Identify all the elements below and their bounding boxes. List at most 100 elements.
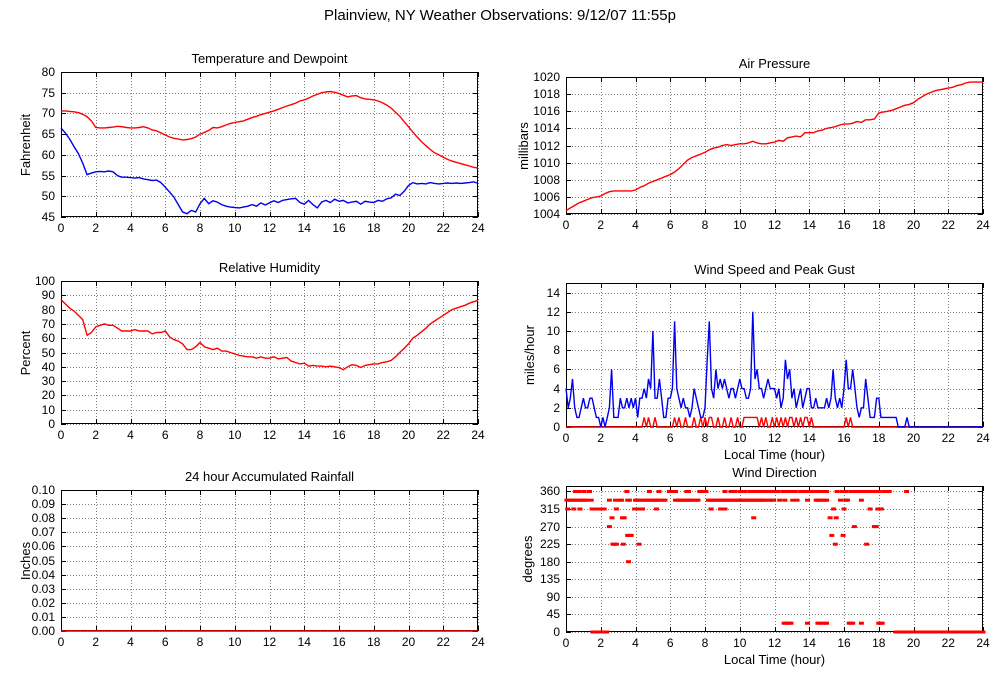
y-tick-label: 10 [546, 324, 560, 338]
wind-direction-point [879, 621, 885, 625]
x-tick-label: 8 [196, 221, 204, 235]
wind-direction-point [802, 490, 808, 493]
relative-humidity-title: Relative Humidity [218, 260, 321, 275]
wind-direction-point [782, 490, 788, 493]
x-tick-label: 6 [161, 635, 169, 649]
x-tick-label: 12 [262, 428, 277, 442]
x-tick-label: 12 [262, 221, 277, 235]
y-tick-label: 1014 [533, 121, 560, 136]
wind-direction-point [813, 490, 819, 493]
x-tick-label: 4 [632, 431, 639, 445]
y-tick-label: 30 [41, 374, 55, 389]
x-tick-label: 10 [733, 218, 747, 232]
y-tick-label: 12 [546, 304, 560, 319]
wind-direction-point [873, 525, 879, 529]
wind-direction-point [858, 621, 864, 625]
wind-direction-point [732, 490, 737, 493]
wind-direction-point [785, 490, 790, 493]
wind-direction-point [878, 507, 884, 511]
wind-direction-point [624, 490, 630, 493]
x-tick-label: 16 [837, 431, 851, 445]
wind-direction-point [584, 498, 590, 502]
y-tick-label: 1012 [533, 138, 560, 153]
x-tick-label: 16 [837, 636, 851, 650]
y-tick-label: 45 [546, 607, 560, 622]
x-tick-label: 0 [562, 636, 570, 650]
y-tick-label: 60 [41, 331, 55, 346]
y-tick-label: 80 [41, 65, 55, 79]
y-tick-label: 65 [41, 127, 55, 142]
y-tick-label: 50 [41, 189, 55, 204]
air-pressure-title: Air Pressure [738, 56, 811, 71]
wind-speed-gust-plot [565, 283, 984, 428]
wind-direction-point [858, 498, 864, 502]
x-tick-label: 2 [597, 218, 605, 232]
x-tick-label: 14 [297, 635, 311, 649]
wind-direction-point [657, 498, 663, 502]
x-tick-label: 2 [92, 428, 100, 442]
y-tick-label: 135 [539, 572, 560, 587]
wind-direction-point [817, 490, 823, 493]
wind-direction-point [851, 490, 857, 493]
x-tick-label: 22 [941, 218, 955, 232]
x-tick-label: 6 [666, 636, 674, 650]
y-tick-label: 40 [41, 359, 55, 374]
x-tick-label: 8 [701, 636, 709, 650]
y-tick-label: 45 [41, 210, 55, 224]
x-tick-label: 18 [872, 431, 886, 445]
wind-direction-point [775, 490, 781, 493]
x-tick-label: 24 [976, 431, 990, 445]
x-tick-label: 18 [367, 221, 381, 235]
wind-direction-point [904, 490, 910, 493]
wind-direction-point [690, 498, 696, 502]
wind-direction-point [587, 490, 592, 493]
wind-direction-point [673, 490, 678, 493]
wind-direction-point [575, 498, 581, 502]
y-tick-label: 70 [41, 316, 55, 331]
wind-direction-point [808, 490, 814, 493]
wind-direction-point [788, 621, 794, 625]
wind-direction-point [577, 507, 583, 511]
y-tick-label: 50 [41, 345, 55, 360]
wind-direction-point [843, 490, 849, 493]
wind-direction-point [864, 542, 870, 546]
y-tick-label: 270 [539, 519, 560, 534]
wind-direction-point [832, 542, 838, 546]
wind-direction-point [817, 498, 823, 502]
accumulated-rainfall-plot [61, 490, 479, 632]
wind-direction-point [594, 507, 600, 511]
wind-direction-point [751, 516, 757, 520]
wind-direction-point [699, 490, 704, 493]
x-tick-label: 20 [906, 218, 921, 232]
y-tick-label: 0 [553, 625, 560, 639]
wind-direction-point [881, 490, 887, 493]
wind-direction-point [604, 630, 610, 634]
wind-direction-point [653, 507, 659, 511]
x-tick-label: 18 [367, 428, 381, 442]
y-tick-label: 55 [41, 168, 55, 183]
wind-direction-point [838, 498, 843, 502]
wind-direction-point [790, 498, 796, 502]
x-tick-label: 0 [57, 635, 65, 649]
y-tick-label: 1006 [533, 189, 560, 204]
wind-direction-point [628, 533, 634, 537]
wind-direction-point [646, 490, 652, 493]
wind-direction-point [824, 621, 830, 625]
x-tick-label: 22 [941, 431, 955, 445]
y-tick-label: 8 [553, 343, 560, 358]
wind-direction-point [834, 490, 840, 493]
y-tick-label: 0.03 [31, 581, 55, 596]
y-tick-label: 360 [539, 484, 560, 499]
y-tick-label: 100 [34, 274, 55, 288]
wind-direction-point [613, 498, 618, 502]
x-tick-label: 14 [297, 221, 311, 235]
y-tick-label: 0.04 [31, 567, 55, 582]
x-tick-label: 20 [906, 636, 921, 650]
wind-direction-point [819, 490, 825, 493]
wind-direction-plot [564, 486, 986, 634]
x-tick-label: 2 [92, 221, 100, 235]
x-tick-label: 10 [228, 635, 242, 649]
y-tick-label: 0.00 [31, 624, 55, 638]
wind-direction-point [867, 507, 873, 511]
wind-direction-point [860, 490, 866, 493]
